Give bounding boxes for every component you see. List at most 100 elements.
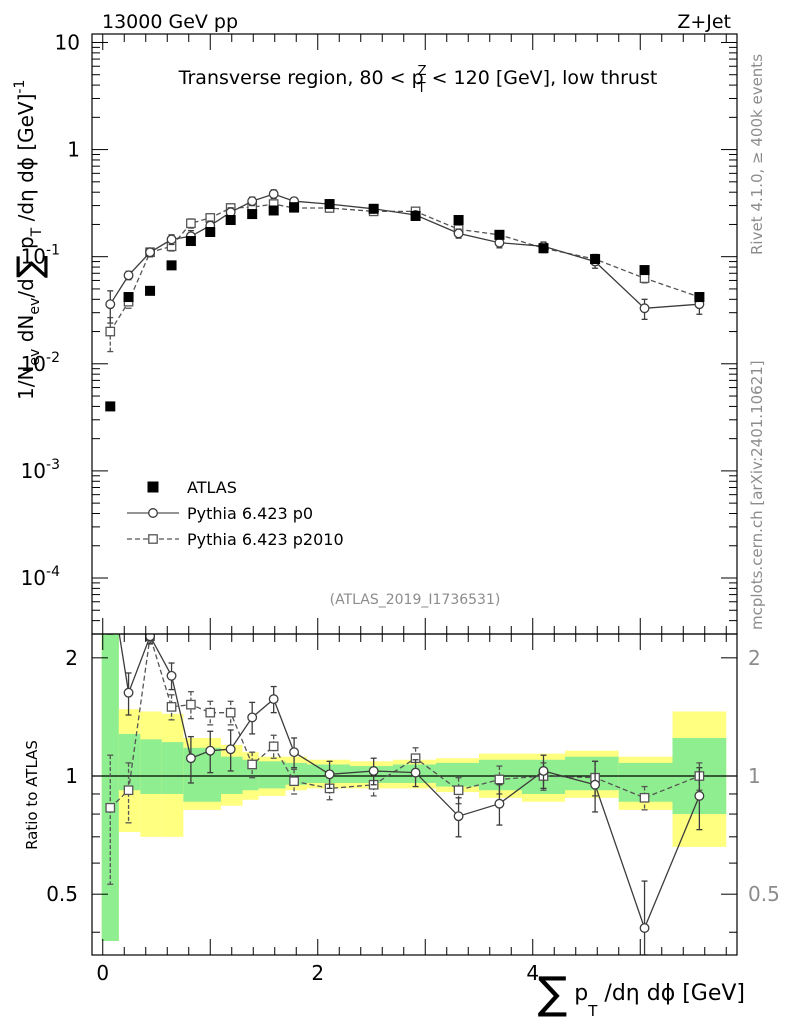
atlas-point — [185, 236, 196, 247]
p0-line — [109, 193, 700, 309]
y-tick-label: 10-1 — [21, 243, 60, 269]
p0-ratio-point — [324, 769, 335, 780]
x-tick-label: 0 — [96, 961, 109, 985]
chart-title: Transverse region, 80 < pZ T < 120 [GeV],… — [178, 64, 658, 96]
stat-band — [161, 742, 184, 794]
p2010-point — [639, 273, 650, 284]
atlas-point — [453, 215, 464, 226]
p2010-ratio-point — [205, 707, 216, 718]
p0-ratio-point — [410, 767, 421, 778]
p2010-ratio-point — [289, 776, 299, 787]
p0-ratio-point — [538, 766, 549, 776]
p0-ratio-point — [368, 766, 379, 776]
x-tick-label: 2 — [311, 961, 324, 985]
atlas-point — [590, 254, 601, 265]
p0-point — [268, 189, 279, 199]
side-text-bottom: mcplots.cern.ch [arXiv:2401.10621] — [748, 360, 766, 630]
p0-ratio-point — [185, 753, 196, 764]
atlas-point — [145, 285, 156, 296]
x-tick-label: 4 — [526, 961, 539, 985]
atlas-point — [166, 260, 177, 271]
p0-point — [639, 303, 650, 314]
legend-marker-p2010 — [148, 534, 158, 544]
p2010-ratio-point — [268, 741, 279, 752]
stat-band — [436, 762, 479, 787]
x-axis-label: ∑ pT /dη dϕ [GeV] — [538, 968, 745, 1020]
p2010-point — [105, 326, 116, 337]
y-axis-label: 1/Nev dNev/d∑ pT /dη dϕ [GeV]-1 — [10, 80, 50, 400]
p2010-ratio-point — [225, 707, 236, 718]
ratio-y-tick-label-right: 1 — [748, 764, 761, 788]
header-left: 13000 GeV pp — [102, 11, 238, 33]
ratio-y-tick-label: 0.5 — [46, 882, 78, 906]
analysis-id: (ATLAS_2019_I1736531) — [330, 592, 501, 608]
p0-ratio-point — [494, 798, 505, 809]
atlas-point — [639, 265, 650, 276]
p2010-ratio-point — [123, 785, 134, 796]
p0-point — [105, 299, 116, 310]
atlas-point — [205, 227, 216, 238]
p0-point — [247, 196, 258, 207]
atlas-point — [123, 292, 134, 303]
ratio-frame — [91, 633, 738, 956]
stat-band — [199, 747, 221, 802]
p0-point — [123, 270, 134, 281]
p0-ratio-point — [639, 923, 650, 933]
p2010-ratio-point — [105, 802, 116, 813]
legend: ATLAS Pythia 6.423 p0 Pythia 6.423 p2010 — [127, 478, 344, 549]
p0-ratio-point — [123, 687, 134, 698]
legend-marker-atlas — [147, 481, 159, 493]
p2010-ratio-point — [247, 759, 258, 770]
p2010-ratio-point — [453, 785, 464, 796]
p0-ratio-point — [247, 712, 258, 723]
legend-label: Pythia 6.423 p0 — [187, 504, 313, 523]
stat-band — [221, 756, 243, 794]
p0-ratio-point — [145, 634, 155, 642]
p0-ratio-point — [205, 745, 216, 756]
main-panel: 10 1 10-1 10-2 10-3 10-4 Transverse region, 8… — [10, 30, 738, 635]
atlas-point — [268, 205, 279, 216]
p0-ratio-point — [225, 744, 236, 755]
atlas-point — [538, 243, 549, 254]
atlas-point — [410, 210, 421, 221]
p0-ratio-point — [453, 811, 464, 822]
atlas-point — [225, 215, 236, 226]
side-text-top: Rivet 4.1.0, ≥ 400k events — [748, 54, 766, 255]
legend-label: ATLAS — [187, 478, 237, 497]
legend-label: Pythia 6.423 p2010 — [187, 530, 344, 549]
y-tick-label: 1 — [67, 138, 80, 162]
atlas-point — [289, 202, 300, 213]
legend-marker-p0 — [148, 508, 158, 518]
p2010-ratio-point — [494, 774, 505, 785]
stat-band — [258, 761, 286, 789]
y-tick-label: 10-2 — [21, 350, 60, 376]
p0-point — [453, 228, 464, 239]
p0-ratio-point — [590, 779, 601, 790]
p0-ratio-point — [289, 747, 300, 758]
p0-ratio-point — [268, 694, 279, 705]
header-right: Z+Jet — [677, 11, 731, 33]
atlas-point — [694, 292, 705, 303]
p2010-ratio-point — [166, 702, 177, 712]
p2010-ratio-point — [639, 792, 650, 803]
atlas-point — [324, 199, 335, 210]
ratio-y-tick-label-right: 0.5 — [748, 882, 780, 906]
p0-ratio-point — [166, 670, 177, 681]
p2010-point — [186, 218, 196, 229]
y-tick-label: 10 — [55, 30, 80, 54]
atlas-point — [494, 229, 505, 240]
ratio-y-axis-label: Ratio to ATLAS — [23, 740, 41, 850]
ratio-y-tick-label-right: 2 — [748, 646, 761, 670]
ratio-panel: 2 2 1 1 0.5 0.5 0 2 4 Ratio to ATLAS — [23, 633, 780, 985]
ratio-y-tick-label: 1 — [65, 764, 78, 788]
p0-ratio-point — [694, 790, 705, 801]
stat-band — [140, 739, 162, 794]
p0-point — [145, 247, 156, 258]
p2010-ratio-point — [186, 699, 196, 710]
atlas-point — [368, 203, 379, 214]
atlas-point — [105, 401, 116, 412]
y-tick-label: 10-4 — [21, 564, 61, 590]
y-tick-label: 10-3 — [21, 457, 60, 483]
p0-point — [166, 234, 177, 245]
